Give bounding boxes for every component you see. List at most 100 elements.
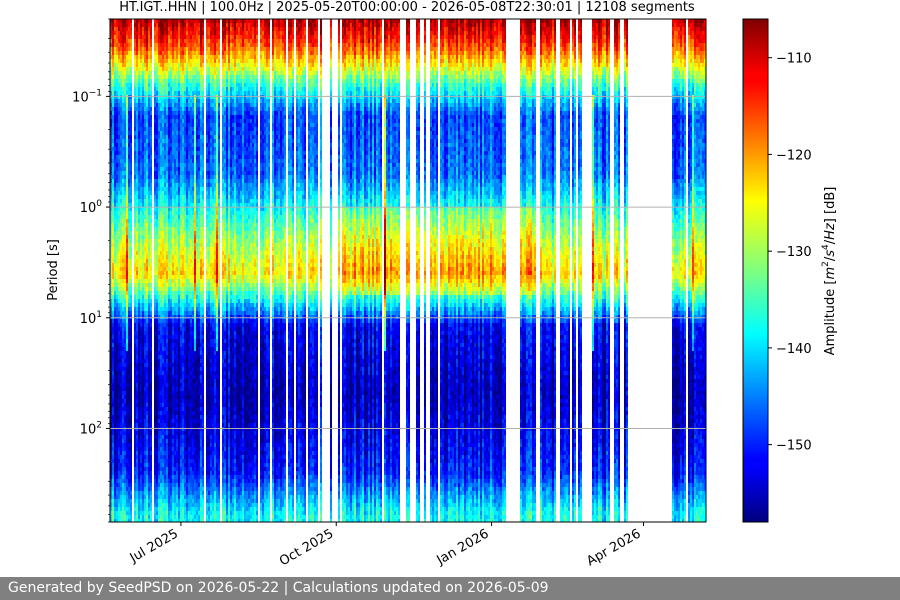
- heatmap-cell: [114, 263, 116, 267]
- heatmap-cell: [120, 411, 122, 415]
- heatmap-cell: [120, 363, 122, 367]
- heatmap-cell: [116, 391, 118, 395]
- heatmap-cell: [118, 471, 120, 475]
- heatmap-cell: [112, 263, 114, 267]
- heatmap-cell: [114, 187, 116, 191]
- heatmap-cell: [112, 55, 114, 59]
- heatmap-cell: [116, 239, 118, 243]
- heatmap-cell: [122, 355, 124, 359]
- heatmap-cell: [122, 99, 124, 103]
- heatmap-cell: [120, 499, 122, 503]
- heatmap-cell: [120, 51, 122, 55]
- heatmap-cell: [120, 147, 122, 151]
- heatmap-cell: [120, 387, 122, 391]
- heatmap-cell: [120, 35, 122, 39]
- heatmap-cell: [128, 351, 130, 355]
- heatmap-cell: [122, 459, 124, 463]
- heatmap-cell: [126, 231, 128, 235]
- heatmap-cell: [126, 499, 128, 503]
- heatmap-cell: [116, 475, 118, 479]
- heatmap-cell: [128, 171, 130, 175]
- heatmap-cell: [118, 447, 120, 451]
- heatmap-cell: [118, 215, 120, 219]
- heatmap-cell: [120, 139, 122, 143]
- heatmap-cell: [122, 291, 124, 295]
- heatmap-cell: [126, 475, 128, 479]
- heatmap-cell: [116, 119, 118, 123]
- heatmap-cell: [124, 91, 126, 95]
- heatmap-cell: [112, 23, 114, 27]
- heatmap-cell: [120, 443, 122, 447]
- heatmap-cell: [116, 179, 118, 183]
- heatmap-cell: [116, 263, 118, 267]
- heatmap-cell: [116, 255, 118, 259]
- heatmap-cell: [126, 375, 128, 379]
- heatmap-cell: [112, 35, 114, 39]
- heatmap-cell: [126, 223, 128, 227]
- heatmap-cell: [122, 323, 124, 327]
- heatmap-cell: [130, 75, 132, 79]
- heatmap-cell: [112, 443, 114, 447]
- heatmap-cell: [122, 79, 124, 83]
- heatmap-cell: [112, 403, 114, 407]
- heatmap-cell: [114, 159, 116, 163]
- heatmap-cell: [126, 451, 128, 455]
- heatmap-cell: [116, 123, 118, 127]
- heatmap-cell: [112, 71, 114, 75]
- heatmap-cell: [112, 79, 114, 83]
- heatmap-cell: [116, 303, 118, 307]
- heatmap-cell: [128, 471, 130, 475]
- heatmap-cell: [112, 107, 114, 111]
- heatmap-cell: [120, 343, 122, 347]
- heatmap-cell: [128, 127, 130, 131]
- heatmap-cell: [124, 287, 126, 291]
- heatmap-cell: [114, 503, 116, 507]
- heatmap-cell: [122, 479, 124, 483]
- heatmap-cell: [126, 95, 128, 99]
- heatmap-cell: [114, 367, 116, 371]
- heatmap-cell: [114, 155, 116, 159]
- heatmap-cell: [114, 423, 116, 427]
- heatmap-cell: [122, 491, 124, 495]
- heatmap-cell: [114, 419, 116, 423]
- heatmap-cell: [114, 239, 116, 243]
- heatmap-cell: [114, 295, 116, 299]
- heatmap-cell: [112, 347, 114, 351]
- heatmap-cell: [120, 167, 122, 171]
- heatmap-cell: [116, 39, 118, 43]
- heatmap-cell: [118, 59, 120, 63]
- heatmap-cell: [120, 319, 122, 323]
- heatmap-cell: [112, 471, 114, 475]
- heatmap-cell: [114, 219, 116, 223]
- heatmap-cell: [122, 471, 124, 475]
- heatmap-cell: [114, 51, 116, 55]
- heatmap-cell: [120, 207, 122, 211]
- heatmap-cell: [124, 331, 126, 335]
- heatmap-cell: [120, 295, 122, 299]
- heatmap-cell: [120, 191, 122, 195]
- heatmap-cell: [124, 135, 126, 139]
- heatmap-cell: [114, 323, 116, 327]
- heatmap-cell: [124, 187, 126, 191]
- heatmap-cell: [126, 167, 128, 171]
- heatmap-cell: [120, 223, 122, 227]
- heatmap-cell: [124, 199, 126, 203]
- heatmap-cell: [120, 311, 122, 315]
- heatmap-cell: [118, 363, 120, 367]
- heatmap-cell: [126, 183, 128, 187]
- heatmap-cell: [112, 507, 114, 511]
- heatmap-cell: [122, 23, 124, 27]
- heatmap-cell: [118, 259, 120, 263]
- heatmap-cell: [128, 163, 130, 167]
- heatmap-cell: [124, 339, 126, 343]
- heatmap-cell: [118, 347, 120, 351]
- heatmap-cell: [116, 403, 118, 407]
- heatmap-cell: [120, 63, 122, 67]
- heatmap-cell: [122, 111, 124, 115]
- heatmap-cell: [120, 231, 122, 235]
- heatmap-cell: [120, 383, 122, 387]
- heatmap-cell: [118, 135, 120, 139]
- heatmap-cell: [128, 31, 130, 35]
- heatmap-cell: [128, 287, 130, 291]
- heatmap-cell: [120, 379, 122, 383]
